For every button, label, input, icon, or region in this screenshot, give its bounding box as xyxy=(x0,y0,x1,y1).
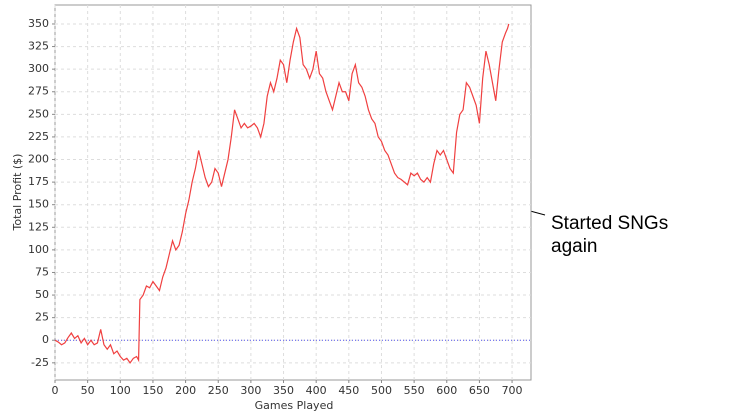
x-tick-label: 400 xyxy=(306,384,327,397)
y-tick-label: 100 xyxy=(28,243,49,256)
plot-area xyxy=(54,4,532,381)
y-tick-label: 0 xyxy=(42,333,49,346)
x-tick-label: 600 xyxy=(436,384,457,397)
x-axis-label: Games Played xyxy=(255,399,334,412)
data-line xyxy=(54,23,510,364)
y-tick-label: 125 xyxy=(28,220,49,233)
x-tick-label: 250 xyxy=(208,384,229,397)
y-tick-label: 325 xyxy=(28,40,49,53)
x-tick-label: 150 xyxy=(142,384,163,397)
y-tick-label: 175 xyxy=(28,175,49,188)
x-tick-label: 200 xyxy=(175,384,196,397)
x-tick-label: 450 xyxy=(338,384,359,397)
y-axis-label: Total Profit ($) xyxy=(11,154,24,232)
y-tick-label: 275 xyxy=(28,85,49,98)
y-tick-label: 350 xyxy=(28,17,49,30)
x-tick-label: 650 xyxy=(469,384,490,397)
y-tick-label: 25 xyxy=(35,311,49,324)
y-tick-label: 300 xyxy=(28,62,49,75)
x-tick-label: 500 xyxy=(371,384,392,397)
x-tick-label: 550 xyxy=(404,384,425,397)
annotation-text: Started SNGs again xyxy=(551,213,669,257)
y-tick-label: -25 xyxy=(31,356,49,369)
x-tick-label: 0 xyxy=(52,384,59,397)
y-tick-label: 75 xyxy=(35,265,49,278)
y-tick-label: 150 xyxy=(28,198,49,211)
y-tick-label: 50 xyxy=(35,288,49,301)
x-tick-label: 350 xyxy=(273,384,294,397)
x-tick-label: 700 xyxy=(502,384,523,397)
y-tick-label: 200 xyxy=(28,153,49,166)
y-tick-label: 250 xyxy=(28,107,49,120)
y-tick-label: 225 xyxy=(28,130,49,143)
x-tick-label: 100 xyxy=(110,384,131,397)
x-tick-label: 50 xyxy=(81,384,95,397)
x-tick-label: 300 xyxy=(240,384,261,397)
